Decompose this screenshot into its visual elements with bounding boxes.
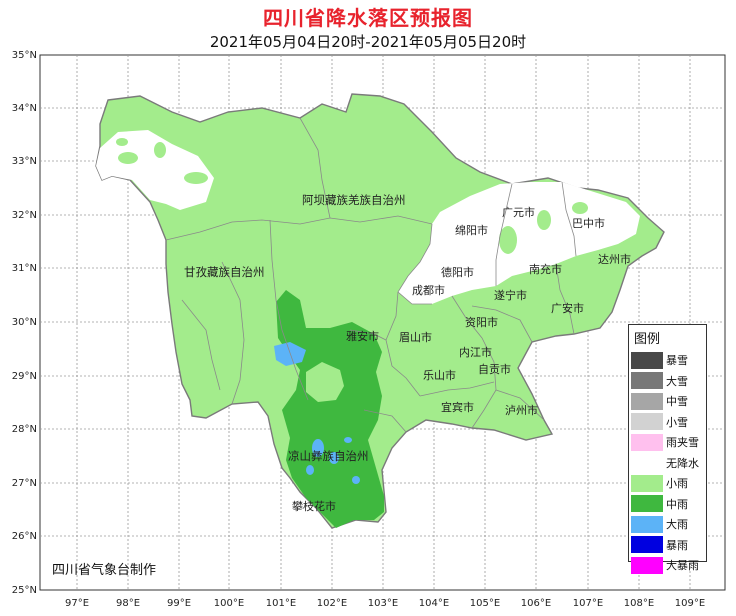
lon-label: 100°E	[214, 598, 244, 609]
lat-label: 34°N	[12, 103, 37, 114]
city-label-chengdu: 成都市	[412, 283, 445, 297]
legend-label: 雨夹雪	[666, 436, 699, 450]
legend-label: 大雪	[666, 374, 688, 388]
legend-label: 小雪	[666, 415, 688, 429]
legend-label: 无降水	[666, 456, 699, 470]
lat-label: 25°N	[12, 585, 37, 596]
credit-text: 四川省气象台制作	[52, 563, 157, 578]
admin-boundaries	[165, 117, 577, 433]
legend-swatch	[631, 495, 663, 513]
legend-item: 大暴雨	[629, 555, 706, 576]
lon-label: 105°E	[470, 598, 500, 609]
city-label-dazhou: 达州市	[598, 252, 631, 266]
city-label-bazhong: 巴中市	[572, 216, 605, 230]
legend-swatch	[631, 474, 663, 492]
lon-label: 107°E	[573, 598, 603, 609]
city-label-nanchong: 南充市	[529, 262, 562, 276]
legend-label: 小雨	[666, 477, 688, 491]
lon-label: 108°E	[624, 598, 654, 609]
legend-item: 暴雪	[629, 350, 706, 371]
lat-label: 26°N	[12, 531, 37, 542]
latitude-labels: 35°N 34°N 33°N 32°N 31°N 30°N 29°N 28°N …	[12, 50, 37, 596]
legend-label: 暴雪	[666, 354, 688, 368]
lat-label: 28°N	[12, 424, 37, 435]
lon-label: 97°E	[65, 598, 89, 609]
lon-label: 106°E	[521, 598, 551, 609]
lon-label: 98°E	[116, 598, 140, 609]
legend: 图例 暴雪 大雪 中雪 小雪 雨夹雪 无降水 小雨 中雨 大雨 暴雨 大暴雨	[628, 324, 707, 574]
city-label-ziyang: 资阳市	[465, 315, 498, 329]
lat-label: 31°N	[12, 263, 37, 274]
legend-swatch	[631, 351, 663, 369]
legend-swatch	[631, 372, 663, 390]
lat-label: 27°N	[12, 478, 37, 489]
legend-title: 图例	[634, 332, 661, 347]
light-rain-hole	[306, 362, 344, 402]
legend-item: 雨夹雪	[629, 432, 706, 453]
city-label-leshan: 乐山市	[423, 368, 456, 382]
lon-label: 101°E	[266, 598, 296, 609]
lon-label: 99°E	[167, 598, 191, 609]
map-title: 四川省降水落区预报图	[263, 6, 473, 30]
region-label-aba: 阿坝藏族羌族自治州	[302, 193, 406, 207]
lon-label: 104°E	[419, 598, 449, 609]
lat-label: 29°N	[12, 371, 37, 382]
city-label-luzhou: 泸州市	[505, 403, 538, 417]
legend-item: 小雨	[629, 473, 706, 494]
city-label-guangyuan: 广元市	[502, 205, 535, 219]
legend-item: 暴雨	[629, 535, 706, 556]
prefecture-labels: 阿坝藏族羌族自治州 甘孜藏族自治州 凉山彝族自治州	[184, 193, 406, 463]
lat-label: 33°N	[12, 156, 37, 167]
lon-label: 103°E	[368, 598, 398, 609]
legend-item: 中雪	[629, 391, 706, 412]
legend-item: 大雨	[629, 514, 706, 535]
city-label-zigong: 自贡市	[478, 362, 511, 376]
legend-label: 大暴雨	[666, 559, 699, 573]
city-label-panzhihua: 攀枝花市	[292, 499, 336, 513]
city-label-yaan: 雅安市	[346, 329, 379, 343]
light-rain-patches	[116, 138, 588, 254]
lat-label: 35°N	[12, 50, 37, 61]
city-label-yibin: 宜宾市	[441, 400, 474, 414]
city-label-neijiang: 内江市	[459, 345, 492, 359]
legend-label: 中雨	[666, 497, 688, 511]
lon-label: 102°E	[317, 598, 347, 609]
city-label-suining: 遂宁市	[494, 288, 527, 302]
legend-label: 中雪	[666, 395, 688, 409]
legend-item: 无降水	[629, 453, 706, 474]
city-label-deyang: 德阳市	[441, 265, 474, 279]
lat-label: 30°N	[12, 317, 37, 328]
lon-label: 109°E	[675, 598, 705, 609]
legend-swatch	[631, 454, 663, 472]
lat-label: 32°N	[12, 210, 37, 221]
legend-item: 小雪	[629, 412, 706, 433]
legend-label: 大雨	[666, 518, 688, 532]
longitude-labels: 97°E 98°E 99°E 100°E 101°E 102°E 103°E 1…	[65, 598, 705, 609]
legend-swatch	[631, 433, 663, 451]
legend-label: 暴雨	[666, 538, 688, 552]
city-label-mianyang: 绵阳市	[455, 223, 488, 237]
legend-swatch	[631, 392, 663, 410]
region-label-liangshan: 凉山彝族自治州	[288, 449, 369, 463]
legend-swatch	[631, 536, 663, 554]
legend-swatch	[631, 515, 663, 533]
city-label-guangan: 广安市	[551, 301, 584, 315]
legend-swatch	[631, 413, 663, 431]
map-time-range: 2021年05月04日20时-2021年05月05日20时	[209, 33, 527, 51]
city-label-meishan: 眉山市	[399, 330, 432, 344]
legend-item: 中雨	[629, 494, 706, 515]
region-label-ganzi: 甘孜藏族自治州	[184, 265, 265, 279]
legend-swatch	[631, 556, 663, 574]
city-labels: 绵阳市 广元市 巴中市 德阳市 成都市 南充市 达州市 遂宁市 广安市 雅安市 …	[292, 205, 631, 513]
legend-item: 大雪	[629, 371, 706, 392]
